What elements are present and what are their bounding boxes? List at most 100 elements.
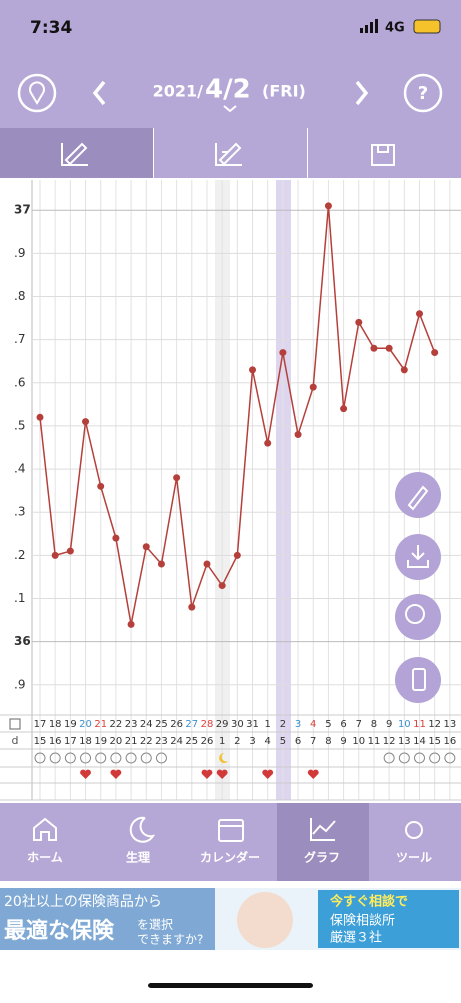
point: [112, 534, 120, 542]
cycle-day: 19: [94, 736, 107, 747]
date-label: 11: [413, 719, 426, 730]
today-column: [276, 180, 291, 800]
date-label: 22: [110, 719, 123, 730]
date-label: 24: [140, 719, 153, 730]
nav-icons: [33, 816, 423, 843]
cycle-day: 11: [368, 736, 381, 747]
date-label: 5: [325, 719, 331, 730]
time: 7:34: [30, 18, 72, 38]
point: [309, 383, 317, 391]
battery: [413, 19, 441, 34]
network: 4G: [385, 21, 405, 36]
symbol: [110, 752, 122, 764]
date-label: 25: [155, 719, 168, 730]
y-tick-label: .8: [14, 289, 25, 303]
cycle-day: 24: [170, 736, 183, 747]
date-label: 21: [94, 719, 107, 730]
cycle-day: 9: [340, 736, 346, 747]
nav-label[interactable]: カレンダー: [200, 850, 260, 865]
point: [249, 366, 257, 374]
date-label: 13: [443, 719, 456, 730]
nav-label[interactable]: ホーム: [27, 851, 63, 865]
point: [279, 349, 287, 357]
cycle-day: 20: [110, 736, 123, 747]
next-button[interactable]: [355, 80, 369, 106]
cycle-label: d: [12, 734, 19, 747]
ad-photo: [237, 892, 293, 948]
y-tick-label: .3: [14, 505, 25, 519]
nav-label[interactable]: グラフ: [304, 850, 340, 865]
point: [51, 551, 59, 559]
cycle-day: 8: [325, 736, 331, 747]
point: [188, 603, 196, 611]
symbol: [398, 752, 410, 764]
weekday: (FRI): [262, 82, 306, 101]
point: [355, 318, 363, 326]
point: [370, 344, 378, 352]
cycle-day: 18: [79, 736, 92, 747]
symbol: [140, 752, 152, 764]
point: [416, 310, 423, 318]
signal: [360, 19, 378, 33]
cycle-day: 22: [140, 736, 153, 747]
point: [97, 482, 105, 490]
ad-text: を選択: [137, 918, 173, 932]
dropdown[interactable]: [223, 105, 237, 113]
point: [264, 439, 272, 447]
date-label: 10: [398, 719, 411, 730]
location-icon: [29, 81, 45, 105]
zoom-button[interactable]: [395, 594, 441, 640]
tab[interactable]: [154, 128, 307, 178]
symbol: [383, 752, 395, 764]
nav-label[interactable]: ツール: [396, 851, 432, 865]
cycle-day: 15: [34, 736, 47, 747]
date-label: 4: [310, 719, 316, 730]
prev-button[interactable]: [92, 80, 106, 106]
heart: [201, 769, 213, 779]
date[interactable]: 4/2: [205, 75, 251, 105]
y-tick-label: .4: [14, 462, 25, 476]
date-label: 9: [386, 719, 392, 730]
cycle-day: 5: [280, 736, 286, 747]
date-label: 8: [371, 719, 377, 730]
point: [142, 543, 150, 551]
chart: .936.1.2.3.4.5.6.7.8.9371715181619172018…: [0, 180, 461, 801]
location-button[interactable]: [17, 73, 57, 113]
year: 2021/: [153, 82, 204, 101]
point: [340, 405, 348, 413]
cycle-day: 2: [234, 736, 240, 747]
rotate-button[interactable]: [395, 657, 441, 703]
y-tick-label: .2: [14, 548, 25, 562]
date-label: 3: [295, 719, 301, 730]
cycle-day: 7: [310, 736, 316, 747]
nav-active: [277, 803, 369, 881]
hearts: [80, 769, 319, 779]
help-button[interactable]: [403, 73, 443, 113]
symbol: [125, 752, 137, 764]
calendar-icon: [9, 718, 21, 730]
point: [233, 551, 241, 559]
date-label: 20: [79, 719, 92, 730]
y-tick-label: .5: [14, 418, 25, 432]
symbol: [64, 752, 76, 764]
home-indicator: [148, 983, 313, 988]
cycle-day: 4: [265, 736, 271, 747]
heart: [307, 769, 319, 779]
zoom-icon: [405, 604, 425, 624]
fab: [395, 472, 441, 703]
y-tick-label: .7: [14, 332, 25, 346]
tab-icons: [61, 142, 395, 166]
y-tick-label: 36: [14, 634, 31, 648]
tab-active[interactable]: [0, 128, 153, 178]
date-label: 19: [64, 719, 77, 730]
point: [400, 366, 408, 374]
ad-text: 厳選３社: [330, 930, 382, 946]
nav-label[interactable]: 生理: [126, 850, 150, 865]
date-label: 30: [231, 719, 244, 730]
date-label: 31: [246, 719, 259, 730]
symbol: [155, 752, 167, 764]
date-label: 7: [356, 719, 362, 730]
point: [36, 413, 44, 421]
point: [385, 344, 393, 352]
